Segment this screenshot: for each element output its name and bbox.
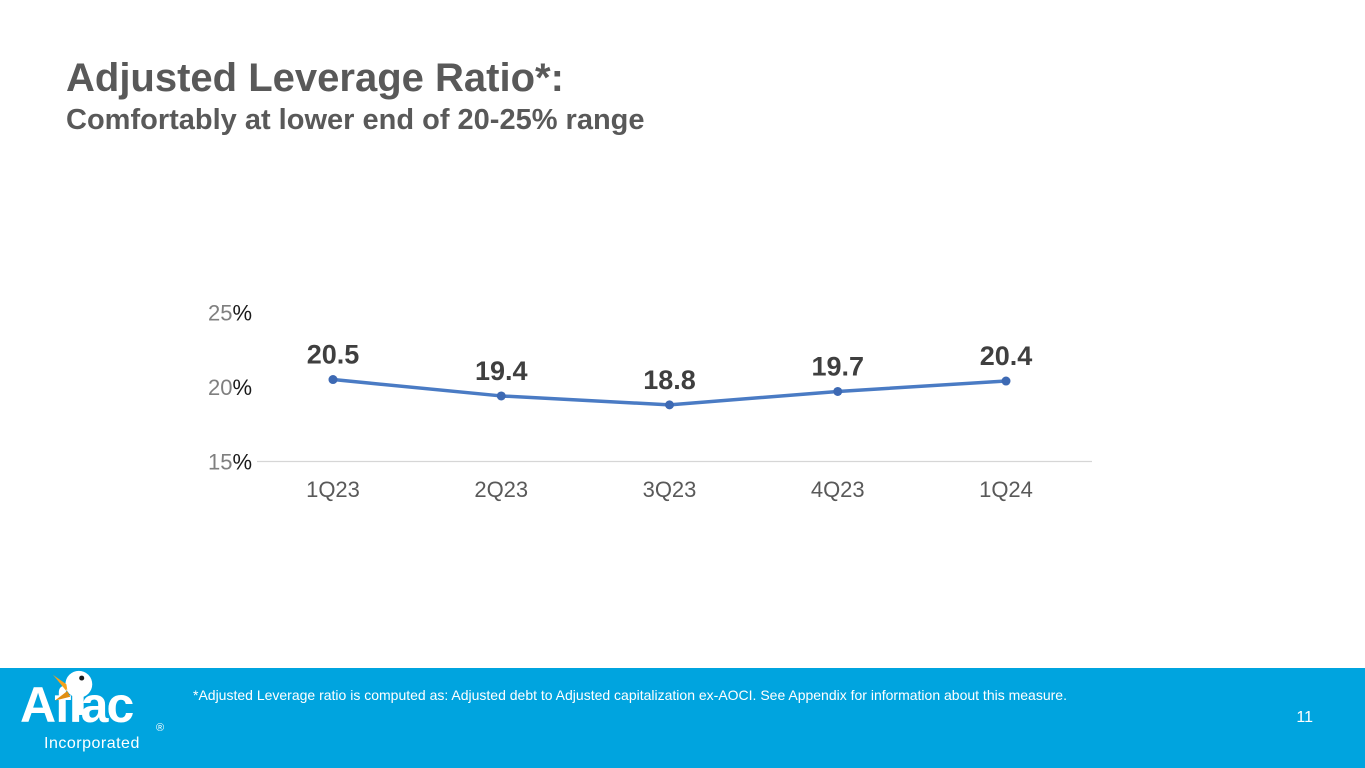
data-point <box>496 391 506 401</box>
duck-eye <box>79 675 85 681</box>
aflac-logo: Aflac ® Incorporated <box>20 670 180 753</box>
category-label: 4Q23 <box>811 477 865 502</box>
registered-trademark: ® <box>156 722 165 734</box>
category-label: 2Q23 <box>474 477 528 502</box>
duck-head-icon <box>52 670 93 715</box>
slide-header: Adjusted Leverage Ratio*: Comfortably at… <box>66 55 645 137</box>
category-label: 3Q23 <box>643 477 697 502</box>
slide-subtitle: Comfortably at lower end of 20-25% range <box>66 104 645 136</box>
data-label: 20.4 <box>980 341 1033 371</box>
category-label: 1Q23 <box>306 477 360 502</box>
duck-beak-upper <box>52 674 68 691</box>
y-tick-label: 15% <box>208 450 252 475</box>
footer-bar: Aflac ® Incorporated *Adjusted Leverage … <box>0 668 1365 768</box>
data-point <box>665 400 674 410</box>
data-label: 18.8 <box>643 365 696 395</box>
y-tick-label: 25% <box>208 301 252 326</box>
y-tick-label: 20% <box>208 375 252 400</box>
slide-title: Adjusted Leverage Ratio*: <box>66 56 564 100</box>
data-label: 20.5 <box>307 340 360 370</box>
duck-beak-tip <box>56 677 68 691</box>
logo-subtext: Incorporated <box>44 735 140 752</box>
footnote-text: *Adjusted Leverage ratio is computed as:… <box>193 687 1067 703</box>
data-label: 19.7 <box>811 351 864 381</box>
data-point <box>1001 376 1011 386</box>
duck-beak-lower <box>54 691 71 701</box>
logo-wordmark-row: Aflac ® <box>20 670 180 734</box>
data-point <box>328 375 338 385</box>
data-point <box>833 386 843 396</box>
category-label: 1Q24 <box>979 477 1033 502</box>
page-number: 11 <box>1296 709 1313 726</box>
data-label: 19.4 <box>475 356 528 386</box>
duck-neck <box>75 691 84 715</box>
duck-head <box>65 670 93 698</box>
